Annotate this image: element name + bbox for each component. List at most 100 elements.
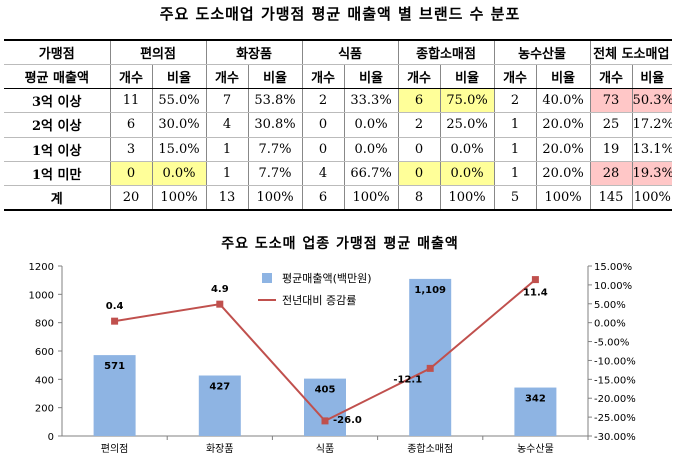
table-cell: 0.0% xyxy=(343,112,399,138)
sub-header-count: 개수 xyxy=(397,64,441,90)
line-point xyxy=(111,317,119,325)
table-cell: 100% xyxy=(247,185,303,211)
table-cell: 7.7% xyxy=(247,137,303,162)
table-cell: 4 xyxy=(205,112,249,138)
group-header: 전체 도소매업 xyxy=(589,39,673,66)
x-axis-tick-label: 농수산물 xyxy=(517,443,554,455)
right-axis-tick-label: 10.00% xyxy=(594,281,632,292)
bar-data-label: 405 xyxy=(315,385,336,396)
x-axis-tick-label: 식품 xyxy=(316,443,334,455)
table-cell: 8 xyxy=(397,185,441,211)
table-cell: 53.8% xyxy=(247,88,303,114)
table-cell-highlight: 73 xyxy=(589,88,633,114)
table-cell: 6 xyxy=(301,185,345,211)
right-axis-tick-label: 0.00% xyxy=(594,319,626,330)
table-cell: 30.8% xyxy=(247,112,303,138)
x-axis-tick-label: 편의점 xyxy=(101,443,129,455)
line-point xyxy=(426,364,434,372)
row-label: 3억 이상 xyxy=(4,88,110,114)
table-cell: 66.7% xyxy=(343,161,399,186)
table-cell: 13.1% xyxy=(631,137,673,162)
right-axis-tick-label: -10.00% xyxy=(594,356,636,367)
x-axis-tick-label: 종합소매점 xyxy=(407,443,453,455)
table-cell: 2 xyxy=(397,112,441,138)
table-cell: 13 xyxy=(205,185,249,211)
group-header: 편의점 xyxy=(109,39,207,66)
left-axis-tick-label: 1000 xyxy=(29,290,54,301)
table-cell: 145 xyxy=(589,185,633,211)
right-axis-tick-label: 5.00% xyxy=(594,300,626,311)
bar-data-label: 1,109 xyxy=(414,285,446,296)
bar xyxy=(198,375,241,436)
table-cell-highlight: 0 xyxy=(397,161,441,186)
table-header-row: 가맹점 편의점 화장품 식품 종합소매점 농수산물 전체 도소매업 xyxy=(4,39,673,66)
legend-line-label: 전년대비 증감률 xyxy=(282,294,356,307)
table-row: 1억 미만 0 0.0% 1 7.7% 4 66.7% 0 0.0% 1 20.… xyxy=(4,161,673,186)
left-axis-tick-label: 600 xyxy=(35,347,54,358)
x-axis-tick-label: 화장품 xyxy=(206,443,234,455)
line-point xyxy=(321,417,329,425)
row-label: 계 xyxy=(4,185,110,211)
table-cell: 19 xyxy=(589,137,633,162)
table-cell: 100% xyxy=(439,185,495,211)
table-cell: 3 xyxy=(109,137,152,162)
bar xyxy=(409,278,452,436)
group-header: 종합소매점 xyxy=(397,39,495,66)
table-cell: 11 xyxy=(109,88,152,114)
right-axis-tick-label: -30.00% xyxy=(594,432,636,443)
table-cell: 0 xyxy=(301,137,345,162)
table-cell: 1 xyxy=(205,161,249,186)
line-data-label: 4.9 xyxy=(211,284,229,295)
row-label: 2억 이상 xyxy=(4,112,110,138)
left-axis-tick-label: 400 xyxy=(35,375,54,386)
left-axis-tick-label: 1200 xyxy=(29,262,54,273)
right-axis-tick-label: 15.00% xyxy=(594,262,632,273)
table-cell: 0.0% xyxy=(343,137,399,162)
table-cell-highlight: 28 xyxy=(589,161,633,186)
table-cell-highlight: 50.3% xyxy=(631,88,673,114)
chart-title: 주요 도소매 업종 가맹점 평균 매출액 xyxy=(221,236,459,252)
left-axis-tick-label: 800 xyxy=(35,319,54,330)
bar xyxy=(93,355,136,436)
sub-header-ratio: 비율 xyxy=(631,64,673,90)
table-cell: 15.0% xyxy=(151,137,207,162)
table-cell: 6 xyxy=(109,112,152,138)
table-cell: 1 xyxy=(493,137,537,162)
table-cell: 1 xyxy=(493,161,537,186)
table-cell-highlight: 75.0% xyxy=(439,88,495,114)
sub-header-count: 개수 xyxy=(589,64,633,90)
table-cell: 0 xyxy=(397,137,441,162)
table-cell: 20 xyxy=(109,185,152,211)
group-header: 화장품 xyxy=(205,39,303,66)
right-axis-tick-label: -5.00% xyxy=(594,338,629,349)
sub-header-count: 개수 xyxy=(109,64,152,90)
table-cell: 25.0% xyxy=(439,112,495,138)
sub-header-ratio: 비율 xyxy=(247,64,303,90)
right-axis-tick-label: -25.00% xyxy=(594,413,636,424)
table-cell-highlight: 0.0% xyxy=(439,161,495,186)
line-point xyxy=(531,276,539,284)
bar-data-label: 342 xyxy=(525,394,546,405)
table-cell: 100% xyxy=(151,185,207,211)
table-cell: 100% xyxy=(343,185,399,211)
table-cell: 17.2% xyxy=(631,112,673,138)
sub-header-ratio: 비율 xyxy=(535,64,591,90)
table-cell-highlight: 19.3% xyxy=(631,161,673,186)
sub-header-ratio: 비율 xyxy=(151,64,207,90)
table-row: 3억 이상 11 55.0% 7 53.8% 2 33.3% 6 75.0% 2… xyxy=(4,88,673,114)
line-data-label: -12.1 xyxy=(393,374,422,385)
table-cell: 2 xyxy=(493,88,537,114)
right-axis-tick-label: -20.00% xyxy=(594,394,636,405)
sub-header-count: 개수 xyxy=(493,64,537,90)
table-cell: 1 xyxy=(205,137,249,162)
table-row: 2억 이상 6 30.0% 4 30.8% 0 0.0% 2 25.0% 1 2… xyxy=(4,112,673,138)
table-cell-highlight: 0.0% xyxy=(151,161,207,186)
legend-bar-label: 평균매출액(백만원) xyxy=(282,272,372,285)
line-data-label: 0.4 xyxy=(106,301,124,312)
table-cell: 0 xyxy=(301,112,345,138)
right-axis-tick-label: -15.00% xyxy=(594,375,636,386)
sub-header-count: 개수 xyxy=(205,64,249,90)
bar-data-label: 571 xyxy=(104,361,125,372)
bar-data-label: 427 xyxy=(209,382,230,393)
